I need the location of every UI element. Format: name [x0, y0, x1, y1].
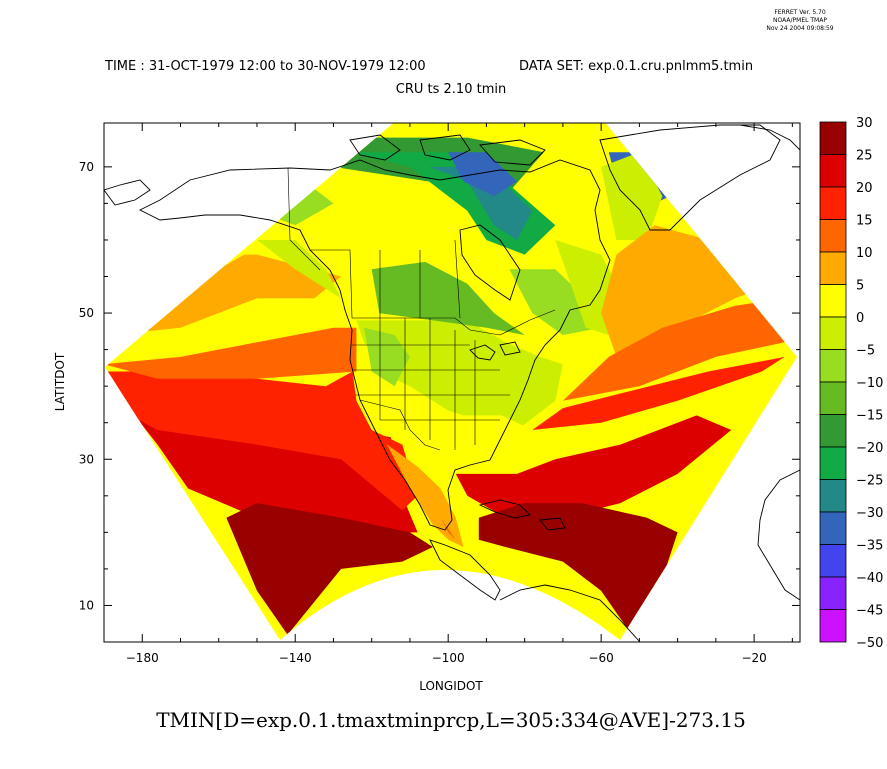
x-tick-label: −20: [741, 651, 766, 665]
heat-region-23: [532, 356, 785, 430]
colorbar-swatch: [819, 186, 847, 220]
colorbar: 30 25 20 15 10 5 0 −5 −10 −15 −20 −25 −30 −35 −40 −45 −5…: [819, 116, 883, 651]
heat-region-14: [387, 444, 464, 547]
border-alaska: [287, 167, 321, 271]
colorbar-swatch: [819, 219, 847, 253]
x-tick-label: −140: [279, 651, 312, 665]
heat-regions: [105, 137, 785, 635]
x-tick-label: −180: [126, 651, 159, 665]
colorbar-label: 15: [856, 214, 873, 229]
colorbar-label: −30: [856, 506, 883, 521]
heat-region-9: [429, 166, 533, 240]
colorbar-swatch: [819, 121, 847, 155]
colorbar-swatch: [819, 251, 847, 285]
ferret-version: FERRET Ver. 5.70: [774, 9, 826, 16]
plot-frame: [103, 122, 801, 643]
heat-region-18: [509, 269, 602, 335]
colorbar-label: 25: [856, 149, 873, 164]
colorbar-label: −10: [856, 376, 883, 391]
coastline-africa: [757, 469, 800, 601]
colorbar-label: −5: [856, 344, 875, 359]
colorbar-swatch: [819, 576, 847, 610]
colorbar-swatch: [819, 479, 847, 513]
coastline-arctic-islands: [349, 134, 546, 166]
colorbar-swatch: [819, 414, 847, 448]
colorbar-label: −35: [856, 539, 883, 554]
colorbar-swatch: [819, 544, 847, 578]
heat-region-5: [257, 240, 342, 299]
colorbar-label: 20: [856, 181, 873, 196]
heat-region-17: [371, 261, 525, 335]
heat-region-2: [105, 327, 357, 379]
colorbar-label: −15: [856, 409, 883, 424]
colorbar-label: 30: [856, 116, 873, 131]
heat-region-13: [364, 371, 533, 452]
political-borders: [287, 167, 556, 451]
colorbar-swatch: [819, 446, 847, 480]
colorbar-label: −40: [856, 571, 883, 586]
colorbar-swatch: [819, 381, 847, 415]
coastline-greenland: [599, 124, 781, 231]
colorbar-swatch: [819, 316, 847, 350]
ferret-org: NOAA/PMEL TMAP: [773, 17, 827, 24]
coastlines: [104, 124, 800, 642]
colorbar-swatch: [819, 284, 847, 318]
x-tick-label: −60: [588, 651, 613, 665]
heat-region-16: [364, 327, 410, 387]
colorbar-label: −45: [856, 604, 883, 619]
header-time: TIME : 31-OCT-1979 12:00 to 30-NOV-1979 …: [104, 59, 426, 74]
colorbar-label: −50: [856, 636, 883, 651]
coastline-siberia: [104, 179, 151, 206]
ferret-timestamp: Nov 24 2004 09:08:59: [766, 25, 833, 32]
heat-region-26: [226, 503, 433, 635]
colorbar-swatch: [819, 154, 847, 188]
coastline-north-america: [138, 159, 611, 531]
heat-region-25: [478, 503, 678, 635]
header-dataset: DATA SET: exp.0.1.cru.pnlmm5.tmin: [519, 59, 753, 74]
y-axis-label: LATITDOT: [53, 352, 67, 411]
heat-region-20: [601, 152, 663, 240]
colorbar-swatch: [819, 609, 847, 643]
footer-expression: TMIN[D=exp.0.1.tmaxtminprcp,L=305:334@AV…: [156, 708, 746, 732]
heat-region-12: [356, 320, 563, 430]
y-tick-label: 70: [79, 160, 94, 174]
colorbar-swatch: [819, 349, 847, 383]
heat-region-1: [105, 371, 418, 511]
province-lines: [310, 239, 461, 319]
coastline-iceland: [739, 124, 800, 151]
heat-region-10: [448, 152, 517, 197]
y-tick-label: 30: [79, 452, 94, 466]
state-lines: [352, 318, 510, 450]
coastline-south-america: [499, 584, 641, 642]
colorbar-label: 10: [856, 246, 873, 261]
colorbar-label: 0: [856, 311, 864, 326]
y-tick-label: 50: [79, 306, 94, 320]
colorbar-label: 5: [856, 279, 864, 294]
coastline-central-america: [429, 539, 501, 601]
coastline-great-lakes: [469, 341, 521, 361]
x-axis-label: LONGIDOT: [419, 679, 483, 693]
axes: −180 −140 −100 −60 −20 10 30 50 70: [79, 123, 800, 665]
data-field: [104, 123, 800, 642]
y-tick-label: 10: [79, 598, 94, 612]
colorbar-label: −25: [856, 474, 883, 489]
heat-region-24: [455, 415, 732, 518]
chart-title: CRU ts 2.10 tmin: [396, 82, 506, 97]
colorbar-swatch: [819, 511, 847, 545]
coastline-hudson-bay: [459, 224, 521, 301]
coastline-caribbean: [478, 499, 566, 531]
heat-region-22: [562, 298, 785, 401]
colorbar-label: −20: [856, 441, 883, 456]
x-tick-label: −100: [432, 651, 465, 665]
